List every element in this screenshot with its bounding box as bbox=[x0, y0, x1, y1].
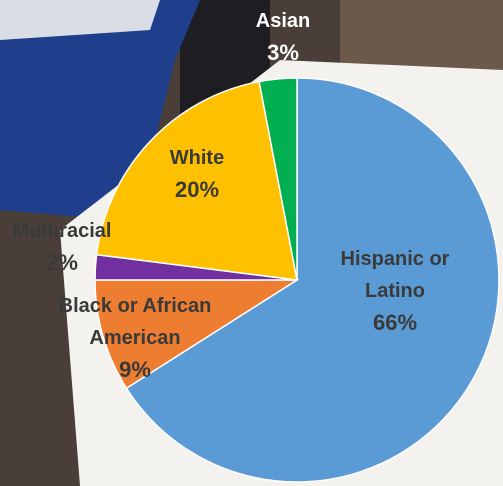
photo-banner bbox=[0, 0, 200, 220]
value-label: 3% bbox=[267, 40, 299, 65]
category-label: Hispanic or Latino bbox=[340, 248, 450, 302]
slice-label: White 20% bbox=[137, 142, 257, 206]
pie bbox=[94, 77, 500, 483]
photo-table bbox=[0, 0, 160, 40]
slice-label: Asian 3% bbox=[243, 5, 323, 69]
category-label: Asian bbox=[255, 10, 311, 32]
category-label: White bbox=[169, 147, 225, 169]
value-label: 2% bbox=[46, 250, 78, 275]
slice-label: Black or African American 9% bbox=[40, 290, 230, 386]
pie-slice bbox=[125, 77, 500, 483]
category-label: Multiracial bbox=[12, 220, 112, 242]
value-label: 66% bbox=[372, 310, 418, 335]
pie-slice bbox=[94, 279, 300, 390]
pie-slice bbox=[258, 77, 298, 281]
slice-label: Hispanic or Latino 66% bbox=[330, 243, 460, 339]
value-label: 20% bbox=[174, 177, 220, 202]
value-label: 9% bbox=[119, 357, 151, 382]
pie-slice bbox=[95, 80, 298, 281]
category-label: Black or African American bbox=[58, 295, 212, 349]
slice-label: Multiracial 2% bbox=[0, 215, 127, 279]
